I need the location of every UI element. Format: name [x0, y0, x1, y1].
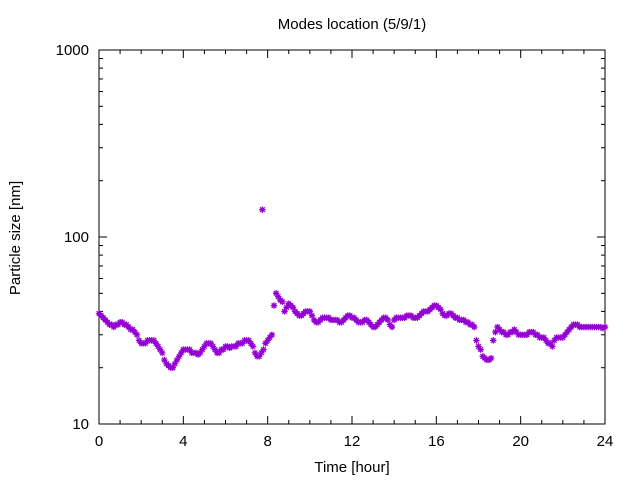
data-point [259, 206, 266, 213]
minor-ticks [99, 50, 605, 424]
data-point [256, 353, 263, 360]
data-point [513, 328, 520, 336]
y-axis: 10 100 1000 [56, 42, 605, 433]
data-point [201, 343, 208, 350]
x-tick-label: 0 [95, 433, 103, 450]
data-point [492, 328, 499, 336]
data-point [173, 356, 181, 364]
data-point [211, 346, 219, 353]
data-point [542, 337, 550, 344]
data-point [268, 331, 276, 338]
data-point [509, 328, 516, 336]
data-point [150, 337, 158, 344]
data-point [565, 326, 573, 333]
data-point [154, 343, 162, 350]
data-point [549, 343, 556, 350]
data-point [156, 346, 164, 353]
x-tick-label: 4 [179, 433, 187, 450]
data-point [215, 349, 223, 357]
data-point [561, 331, 569, 338]
data-point [473, 337, 480, 344]
data-series [95, 206, 609, 371]
data-point [496, 326, 503, 333]
y-tick-label: 1000 [56, 42, 89, 59]
data-point [264, 337, 271, 344]
x-tick-label: 16 [428, 433, 445, 450]
data-point [281, 308, 288, 315]
data-point [171, 360, 179, 367]
x-tick-label: 24 [597, 433, 614, 450]
data-point [523, 331, 531, 338]
data-point [477, 346, 484, 353]
data-point [384, 316, 392, 324]
y-tick-label: 100 [64, 229, 89, 246]
data-point [270, 302, 278, 309]
data-point [262, 340, 269, 347]
data-point [135, 337, 143, 344]
data-point [169, 364, 176, 371]
data-point [152, 340, 160, 347]
data-point [220, 346, 227, 353]
data-point [494, 323, 501, 331]
data-point [530, 328, 537, 336]
data-point [207, 340, 214, 347]
data-point [258, 349, 265, 357]
x-axis: 0 4 8 12 16 20 24 [95, 50, 614, 450]
data-point [289, 304, 297, 311]
data-point [471, 323, 478, 331]
data-point [247, 340, 254, 347]
y-axis-label: Particle size [nm] [7, 181, 24, 295]
data-point [133, 331, 141, 338]
data-point [159, 349, 166, 357]
data-point [563, 328, 571, 336]
data-point [142, 340, 149, 347]
data-point [308, 312, 316, 319]
data-point [199, 346, 206, 353]
data-point [251, 349, 259, 357]
data-point [601, 323, 609, 331]
data-point [129, 326, 136, 333]
x-axis-label: Time [hour] [314, 459, 389, 476]
data-point [540, 334, 548, 341]
data-point [232, 343, 240, 350]
data-point [546, 340, 554, 347]
data-point [197, 349, 204, 357]
data-point [437, 306, 444, 313]
data-point [487, 354, 495, 362]
data-point [186, 346, 193, 353]
data-point [175, 353, 183, 360]
data-point [306, 308, 314, 315]
data-point [475, 343, 482, 350]
data-point [260, 346, 267, 353]
data-point [178, 349, 185, 357]
data-point [272, 290, 280, 297]
x-tick-label: 8 [263, 433, 271, 450]
data-point [283, 304, 290, 311]
data-point [275, 293, 282, 300]
x-tick-label: 20 [512, 433, 529, 450]
data-point [239, 340, 246, 347]
data-point [161, 356, 168, 364]
data-point [490, 337, 497, 344]
data-point [245, 337, 252, 344]
data-point [559, 334, 567, 341]
data-point [266, 334, 273, 341]
data-point [504, 331, 512, 338]
data-point [500, 328, 507, 336]
x-tick-label: 12 [344, 433, 361, 450]
y-tick-label: 10 [72, 416, 89, 433]
chart-title: Modes location (5/9/1) [278, 16, 426, 33]
data-point [125, 323, 132, 331]
data-point [534, 331, 541, 338]
data-point [551, 337, 558, 344]
data-point [131, 328, 139, 336]
data-point [388, 323, 396, 331]
data-point [279, 298, 286, 306]
data-point [209, 343, 217, 350]
data-point [511, 326, 518, 333]
data-point [249, 343, 257, 350]
